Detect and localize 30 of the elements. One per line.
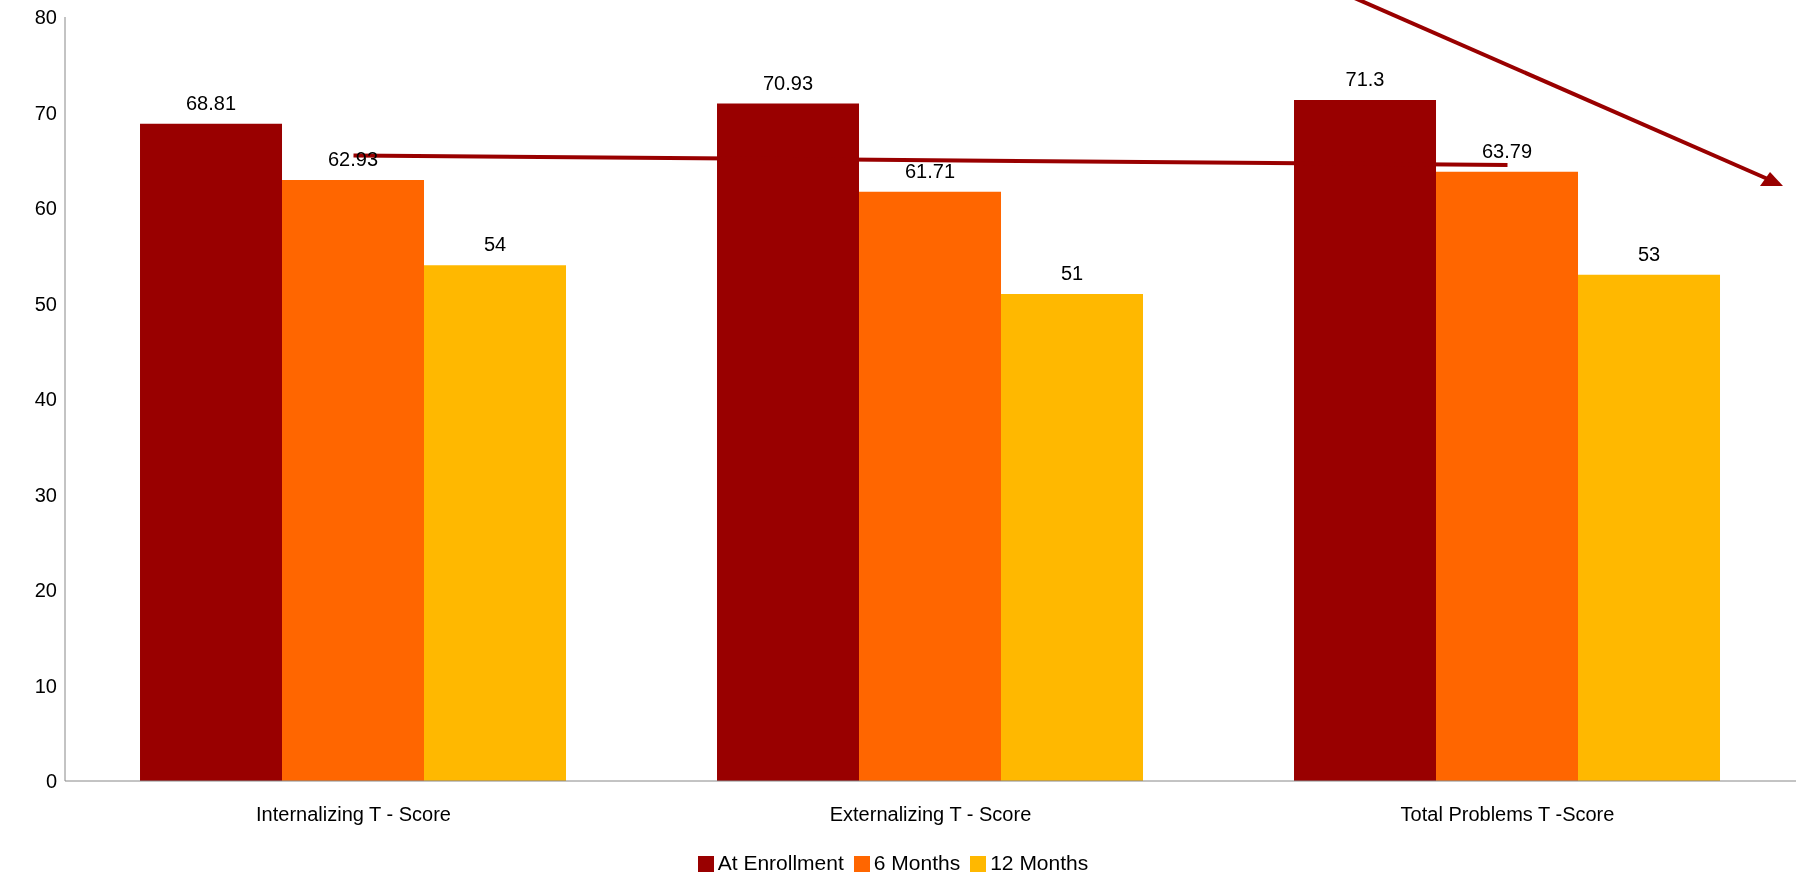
x-tick-label: Externalizing T - Score	[829, 803, 1032, 826]
y-tick-label: 20	[34, 579, 57, 602]
y-tick-label: 30	[34, 483, 57, 506]
bar	[282, 180, 425, 781]
legend-label: 6 Months	[873, 851, 961, 874]
x-tick-label: Total Problems T -Score	[1400, 803, 1615, 826]
data-label: 62.93	[327, 148, 379, 171]
bar	[140, 123, 283, 781]
bar	[424, 265, 567, 781]
y-tick-label: 70	[34, 101, 57, 124]
bar	[1578, 274, 1721, 781]
data-label: 51	[1060, 261, 1084, 284]
legend-label: At Enrollment	[717, 851, 844, 874]
y-tick-label: 10	[34, 674, 57, 697]
y-tick-label: 50	[34, 292, 57, 315]
data-label: 63.79	[1481, 139, 1533, 162]
y-tick-label: 60	[34, 197, 57, 220]
bar	[859, 191, 1002, 781]
data-label: 53	[1637, 242, 1661, 265]
y-tick-label: 80	[34, 6, 57, 29]
data-label: 61.71	[904, 159, 956, 182]
data-label: 68.81	[185, 91, 237, 114]
bar	[1001, 293, 1144, 781]
x-tick-label: Internalizing T - Score	[256, 803, 451, 826]
y-tick-label: 0	[45, 770, 57, 793]
data-label: 54	[483, 233, 507, 256]
data-label: 71.3	[1345, 68, 1385, 91]
y-tick-label: 40	[34, 388, 57, 411]
data-label: 70.93	[762, 71, 814, 94]
legend-label: 12 Months	[990, 851, 1089, 874]
